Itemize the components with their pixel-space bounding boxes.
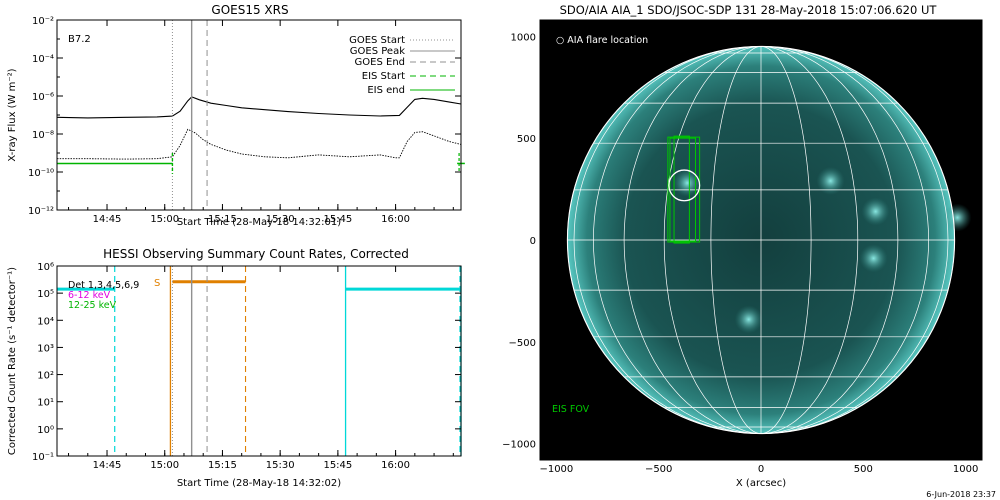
hessi-xtick-label: 14:45 [93, 460, 122, 471]
eis-fov-label: EIS FOV [552, 404, 590, 415]
hessi-ytick-label: 10³ [37, 343, 54, 354]
hessi-flag-label: S [154, 278, 160, 289]
goes-ytick-label: 10⁻¹⁰ [28, 168, 54, 179]
hessi-ytick-label: 10⁶ [37, 262, 54, 273]
hessi-title: HESSI Observing Summary Count Rates, Cor… [103, 247, 409, 261]
flare-location-marker [668, 169, 701, 202]
goes-legend-label: GOES Start [349, 35, 405, 46]
hessi-ytick-label: 10⁵ [37, 289, 54, 300]
active-region-spot [859, 244, 888, 273]
aia-ytick-label: −500 [509, 338, 536, 349]
aia-ytick-label: 0 [530, 236, 536, 247]
hessi-ytick-label: 10² [37, 371, 54, 382]
hessi-xtick-label: 15:30 [266, 460, 295, 471]
hessi-ylabel: Corrected Count Rate (s⁻¹ detector⁻¹) [7, 267, 18, 455]
goes-xtick-label: 15:30 [266, 214, 295, 225]
aia-plot-frame [539, 19, 983, 461]
goes-ytick-label: 10⁻⁴ [32, 54, 54, 65]
aia-xtick-label: 1000 [953, 464, 978, 475]
hessi-plot-frame [56, 265, 462, 457]
goes-xtick-label: 14:45 [93, 214, 122, 225]
active-region-spot [943, 203, 972, 232]
goes-plot-frame [56, 19, 462, 211]
hessi-xlabel: Start Time (28-May-18 14:32:02) [177, 478, 341, 489]
goes-xlabel: Start Time (28-May-18 14:32:01) [177, 217, 341, 228]
aia-legend-text: ○ AIA flare location [556, 35, 648, 46]
hessi-legend-label: 6-12 keV [68, 290, 111, 301]
active-region-spot [734, 305, 763, 334]
timestamp: 6-Jun-2018 23:37 [926, 490, 996, 499]
hessi-legend-label: Det 1,3,4,5,6,9 [68, 280, 139, 291]
hessi-ytick-label: 10¹ [37, 398, 54, 409]
goes-legend-label: GOES End [355, 57, 405, 68]
goes-xtick-label: 15:45 [323, 214, 352, 225]
hessi-xtick-label: 16:00 [381, 460, 410, 471]
goes-ytick-label: 10⁻² [32, 16, 54, 27]
eis-fov-box [673, 135, 690, 244]
goes-xtick-label: 15:00 [150, 214, 179, 225]
hessi-legend-label: 12-25 keV [68, 300, 117, 311]
goes-xtick-label: 16:00 [381, 214, 410, 225]
active-region-spot [861, 197, 890, 226]
hessi-ytick-label: 10⁻¹ [32, 452, 54, 463]
goes-ytick-label: 10⁻⁸ [32, 130, 54, 141]
aia-xtick-label: 500 [854, 464, 873, 475]
goes-series-short [57, 128, 462, 160]
goes-annotation: B7.2 [68, 34, 91, 45]
hessi-xtick-label: 15:45 [323, 460, 352, 471]
aia-title: SDO/AIA AIA_1 SDO/JSOC-SDP 131 28-May-20… [560, 3, 938, 17]
aia-ytick-label: −1000 [502, 440, 536, 451]
hessi-xtick-label: 15:15 [208, 460, 237, 471]
aia-xtick-label: −500 [645, 464, 672, 475]
aia-xtick-label: 0 [758, 464, 764, 475]
goes-ylabel: X-ray Flux (W m⁻²) [7, 68, 18, 161]
aia-xlabel: X (arcsec) [736, 478, 786, 489]
goes-legend-label: EIS end [367, 85, 405, 96]
goes-legend-label: EIS Start [362, 71, 405, 82]
hessi-xtick-label: 15:00 [150, 460, 179, 471]
goes-title: GOES15 XRS [211, 3, 288, 17]
goes-ytick-label: 10⁻⁶ [32, 92, 54, 103]
goes-ytick-label: 10⁻¹² [28, 206, 54, 217]
active-region-spot [816, 166, 845, 195]
goes-panel: GOES15 XRS 14:45 15:00 15:15 15:30 15:45 16:0… [7, 3, 465, 228]
aia-xtick-label: −1000 [539, 464, 573, 475]
aia-ytick-label: 500 [517, 134, 536, 145]
hessi-panel: HESSI Observing Summary Count Rates, Cor… [7, 247, 462, 489]
aia-ytick-label: 1000 [511, 32, 536, 43]
goes-legend-label: GOES Peak [350, 46, 405, 57]
aia-panel: SDO/AIA AIA_1 SDO/JSOC-SDP 131 28-May-20… [502, 3, 996, 499]
hessi-ytick-label: 10⁴ [37, 316, 54, 327]
goes-xtick-label: 15:15 [208, 214, 237, 225]
goes-series-long [56, 96, 462, 119]
hessi-ytick-label: 10⁰ [37, 425, 54, 436]
solar-limb [566, 45, 956, 435]
